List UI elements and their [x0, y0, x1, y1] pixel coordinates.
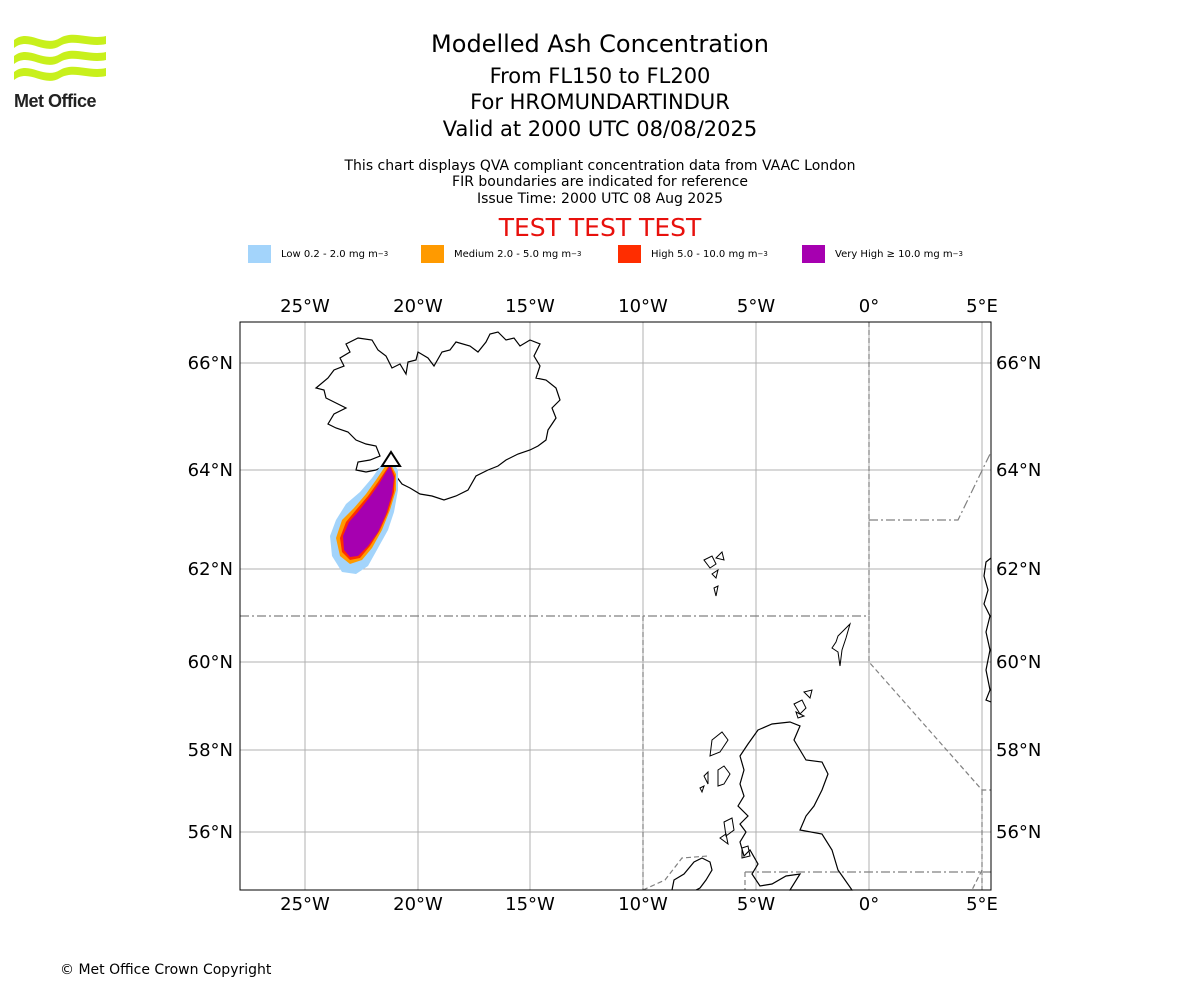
legend-item-very-high: Very High ≥ 10.0 mg m −3 — [802, 244, 963, 264]
lat-tick-left: 64°N — [188, 460, 233, 481]
description-line-2: FIR boundaries are indicated for referen… — [452, 174, 748, 190]
legend-label-very-high: Very High ≥ 10.0 mg m — [835, 248, 953, 260]
chart-title: Modelled Ash Concentration — [431, 30, 769, 58]
lon-ticks-top: 25°W 20°W 15°W 10°W 5°W 0° 5°E — [280, 296, 998, 317]
lon-tick-bottom: 25°W — [280, 894, 330, 915]
legend-swatch-medium — [421, 245, 444, 263]
legend-label-high: High 5.0 - 10.0 mg m — [651, 248, 758, 260]
legend-exp-medium: −3 — [571, 250, 582, 258]
test-banner: TEST TEST TEST — [498, 213, 702, 242]
legend-exp-very-high: −3 — [952, 250, 963, 258]
legend-label-medium: Medium 2.0 - 5.0 mg m — [454, 248, 572, 260]
lat-tick-right: 56°N — [996, 822, 1041, 843]
copyright-notice: © Met Office Crown Copyright — [60, 962, 272, 978]
volcano-name: For HROMUNDARTINDUR — [470, 90, 730, 114]
lon-tick-bottom: 5°W — [737, 894, 775, 915]
lat-tick-left: 56°N — [188, 822, 233, 843]
lat-ticks-left: 66°N 64°N 62°N 60°N 58°N 56°N — [188, 353, 233, 843]
lat-tick-left: 60°N — [188, 652, 233, 673]
met-office-logo-waves — [14, 34, 106, 81]
lon-tick-top: 15°W — [505, 296, 555, 317]
lon-tick-top: 25°W — [280, 296, 330, 317]
lat-ticks-right: 66°N 64°N 62°N 60°N 58°N 56°N — [996, 353, 1041, 843]
description-line-1: This chart displays QVA compliant concen… — [344, 158, 856, 174]
ash-plume — [330, 458, 398, 574]
lon-tick-top: 5°W — [737, 296, 775, 317]
lon-tick-top: 0° — [859, 296, 879, 317]
lon-tick-bottom: 20°W — [393, 894, 443, 915]
lon-tick-top: 20°W — [393, 296, 443, 317]
fir-boundaries — [240, 322, 992, 891]
faroe-islands — [703, 551, 725, 597]
lon-tick-top: 5°E — [966, 296, 998, 317]
norway-coastline — [983, 557, 992, 703]
lat-tick-left: 58°N — [188, 740, 233, 761]
ash-very-high-contour — [343, 466, 394, 557]
legend-label-low: Low 0.2 - 2.0 mg m — [281, 248, 378, 260]
lat-tick-right: 62°N — [996, 559, 1041, 580]
map-gridlines — [240, 322, 991, 890]
map-frame — [239, 321, 992, 891]
legend-exp-low: −3 — [377, 250, 389, 258]
lat-tick-left: 66°N — [188, 353, 233, 374]
lon-tick-bottom: 5°E — [966, 894, 998, 915]
lon-tick-bottom: 10°W — [618, 894, 668, 915]
lon-ticks-bottom: 25°W 20°W 15°W 10°W 5°W 0° 5°E — [280, 894, 998, 915]
legend-item-low: Low 0.2 - 2.0 mg m −3 — [248, 244, 388, 264]
shetland-islands — [831, 622, 852, 667]
legend-swatch-very-high — [802, 245, 825, 263]
legend-item-high: High 5.0 - 10.0 mg m −3 — [618, 244, 768, 264]
legend-exp-high: −3 — [757, 250, 768, 258]
lon-tick-bottom: 15°W — [505, 894, 555, 915]
legend-item-medium: Medium 2.0 - 5.0 mg m −3 — [421, 244, 581, 264]
iceland-coastline — [314, 331, 561, 501]
valid-time: Valid at 2000 UTC 08/08/2025 — [442, 117, 758, 141]
ireland-coastline — [671, 857, 713, 891]
legend-swatch-low — [248, 245, 271, 263]
lat-tick-right: 64°N — [996, 460, 1041, 481]
scotland-coastline — [737, 721, 854, 891]
lat-tick-right: 58°N — [996, 740, 1041, 761]
met-office-logo-text: Met Office — [14, 91, 97, 111]
legend-swatch-high — [618, 245, 641, 263]
volcano-marker — [380, 450, 402, 467]
western-isles — [699, 731, 751, 859]
orkney-islands — [793, 689, 813, 719]
lat-tick-right: 60°N — [996, 652, 1041, 673]
lon-tick-bottom: 0° — [859, 894, 879, 915]
issue-time: Issue Time: 2000 UTC 08 Aug 2025 — [476, 191, 724, 207]
flight-levels: From FL150 to FL200 — [489, 64, 711, 88]
lat-tick-left: 62°N — [188, 559, 233, 580]
lat-tick-right: 66°N — [996, 353, 1041, 374]
lon-tick-top: 10°W — [618, 296, 668, 317]
